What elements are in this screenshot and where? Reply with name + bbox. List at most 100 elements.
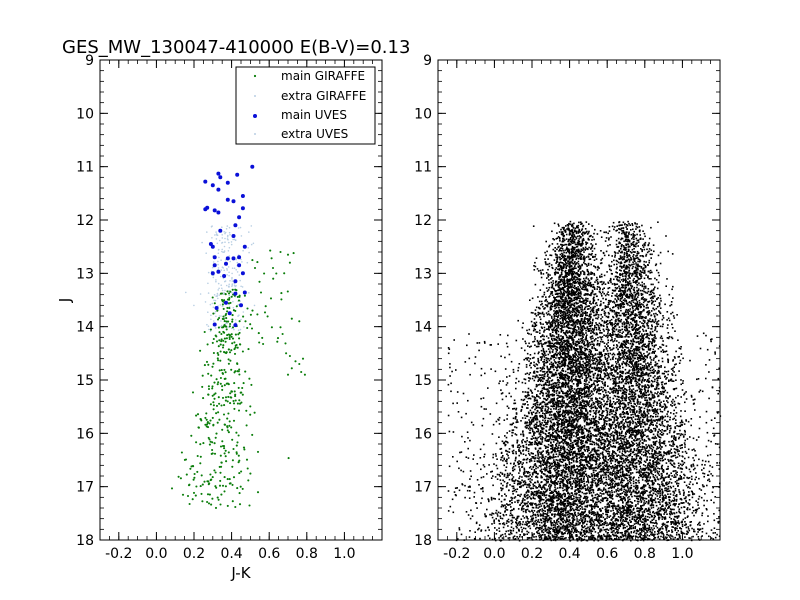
field-star-point xyxy=(646,380,648,383)
field-star-point xyxy=(592,417,595,420)
right-points xyxy=(447,220,722,542)
main-giraffe-point xyxy=(196,454,199,458)
field-star-point xyxy=(577,314,580,316)
field-star-point xyxy=(650,415,652,417)
field-star-point xyxy=(658,274,660,277)
field-star-point xyxy=(539,329,541,332)
field-star-point xyxy=(596,457,598,460)
field-star-point xyxy=(714,536,717,539)
field-star-point xyxy=(556,258,559,260)
field-star-point xyxy=(612,473,615,475)
field-star-point xyxy=(609,366,611,368)
field-star-point xyxy=(539,462,542,465)
field-star-point xyxy=(573,497,575,500)
field-star-point xyxy=(577,390,579,393)
main-giraffe-point xyxy=(237,434,240,437)
field-star-point xyxy=(607,487,610,490)
field-star-point xyxy=(657,365,659,368)
field-star-point xyxy=(654,427,657,430)
main-giraffe-point xyxy=(220,298,224,301)
field-star-point xyxy=(683,506,686,508)
field-star-point xyxy=(624,517,627,519)
field-star-point xyxy=(578,425,581,427)
extra-giraffe-point xyxy=(211,302,214,305)
field-star-point xyxy=(538,506,541,508)
field-star-point xyxy=(596,439,598,442)
main-giraffe-point xyxy=(245,424,248,427)
main-giraffe-point xyxy=(207,363,210,366)
field-star-point xyxy=(636,289,638,292)
main-giraffe-point xyxy=(264,305,267,308)
field-star-point xyxy=(623,253,626,256)
field-star-point xyxy=(577,241,580,244)
main-uves-point xyxy=(235,172,240,177)
field-star-point xyxy=(576,481,579,484)
field-star-point xyxy=(596,317,599,320)
field-star-point xyxy=(667,458,669,461)
field-star-point xyxy=(638,511,641,514)
main-giraffe-point xyxy=(231,314,234,317)
field-star-point xyxy=(647,428,650,431)
field-star-point xyxy=(643,472,646,474)
field-star-point xyxy=(627,514,629,517)
main-giraffe-point xyxy=(221,385,224,388)
field-star-point xyxy=(628,233,630,235)
field-star-point xyxy=(573,426,575,429)
field-star-point xyxy=(660,477,663,479)
field-star-point xyxy=(542,305,544,308)
field-star-point xyxy=(582,530,585,532)
field-star-point xyxy=(620,357,622,359)
field-star-point xyxy=(627,309,629,312)
field-star-point xyxy=(624,298,626,300)
main-giraffe-point xyxy=(207,393,210,396)
field-star-point xyxy=(555,477,557,480)
field-star-point xyxy=(506,453,508,455)
main-uves-point xyxy=(210,271,215,276)
field-star-point xyxy=(528,346,531,348)
field-star-point xyxy=(618,224,621,227)
field-star-point xyxy=(587,481,590,484)
field-star-point xyxy=(578,397,580,399)
main-giraffe-point xyxy=(213,469,216,472)
field-star-point xyxy=(526,537,529,539)
field-star-point xyxy=(640,372,642,375)
field-star-point xyxy=(626,518,628,520)
field-star-point xyxy=(502,505,505,508)
field-star-point xyxy=(646,527,649,530)
field-star-point xyxy=(572,354,574,357)
field-star-point xyxy=(557,268,559,271)
field-star-point xyxy=(695,510,698,512)
field-star-point xyxy=(553,530,555,533)
main-giraffe-point xyxy=(287,457,290,460)
field-star-point xyxy=(514,433,517,435)
field-star-point xyxy=(533,400,536,402)
field-star-point xyxy=(557,480,559,483)
field-star-point xyxy=(574,406,577,409)
field-star-point xyxy=(598,456,600,458)
field-star-point xyxy=(583,480,585,482)
main-giraffe-point xyxy=(238,503,242,506)
field-star-point xyxy=(603,533,605,536)
main-giraffe-point xyxy=(209,473,212,476)
field-star-point xyxy=(566,434,569,436)
field-star-point xyxy=(541,494,544,496)
field-star-point xyxy=(581,307,583,309)
field-star-point xyxy=(651,481,654,483)
field-star-point xyxy=(661,492,664,495)
field-star-point xyxy=(652,295,654,298)
main-giraffe-point xyxy=(246,326,249,330)
field-star-point xyxy=(625,460,627,462)
field-star-point xyxy=(598,495,601,497)
field-star-point xyxy=(520,509,523,511)
main-giraffe-point xyxy=(183,458,186,461)
field-star-point xyxy=(582,231,584,234)
field-star-point xyxy=(601,416,603,418)
field-star-point xyxy=(533,470,536,472)
field-star-point xyxy=(577,466,579,468)
extra-giraffe-point xyxy=(231,285,233,288)
main-uves-point xyxy=(225,197,230,202)
legend-label-main-giraffe: main GIRAFFE xyxy=(281,69,365,83)
field-star-point xyxy=(542,405,544,408)
field-star-point xyxy=(668,440,670,443)
